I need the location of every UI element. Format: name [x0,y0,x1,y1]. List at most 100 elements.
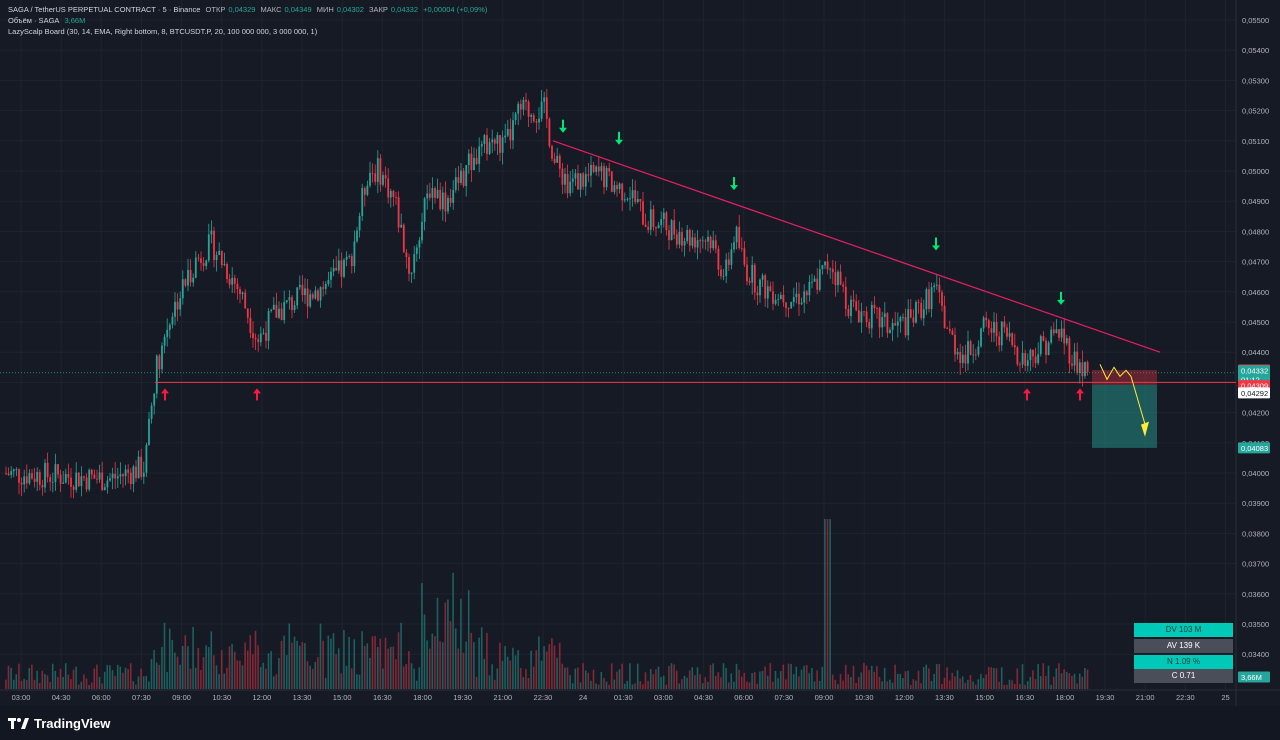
volume-bar [75,666,77,689]
candle-body [504,135,507,138]
volume-bar [748,682,751,689]
volume-bar [605,681,608,689]
candle-body [241,292,244,294]
candle-body [1032,349,1034,357]
candle-body [647,227,650,230]
volume-bar [161,646,163,689]
volume-bar [1013,683,1016,689]
volume-bar [252,654,254,689]
candle-body [259,333,262,343]
volume-bar [850,677,852,689]
candle-body [1037,354,1040,364]
volume-bar [155,662,158,689]
volume-bar [350,668,353,689]
candle-body [405,252,408,258]
volume-bar [878,676,881,689]
candle-body [803,291,806,303]
candle-body [114,473,117,479]
volume-bar [343,630,345,689]
candle-body [285,300,288,303]
volume-bar [1037,663,1039,689]
volume-bar [1047,665,1050,689]
volume-bar [569,674,571,689]
volume-bar [1000,667,1003,689]
volume-bar [25,679,28,689]
price-axis-label: 0,04900 [1242,197,1269,206]
volume-bar [870,665,873,689]
volume-bar [660,677,662,689]
candle-body [613,185,616,192]
indicator-header[interactable]: LazyScalp Board (30, 14, EMA, Right bott… [8,27,320,36]
candle-body [590,164,592,176]
volume-bar [675,670,678,689]
volume-bar [753,672,756,689]
candle-body [522,99,525,110]
candle-body [946,328,949,329]
candle-body [426,193,429,199]
volume-bar [1024,684,1026,689]
candle-body [925,289,928,310]
volume-bar [192,626,194,689]
volume-bar [1034,679,1037,689]
volume-bar [187,646,189,689]
volume-bar [226,667,228,689]
candle-body [678,232,681,245]
volume-bar [23,678,25,689]
down-arrow-icon [730,177,738,191]
volume-bar [254,630,257,689]
volume-bar [70,679,72,689]
time-axis-label: 16:30 [1015,693,1034,702]
candle-body [361,188,364,217]
volume-bar [860,672,863,689]
close-label: ЗАКР [369,5,388,14]
candle-body [764,275,767,299]
volume-bar [413,668,415,689]
volume-bar [777,678,779,689]
candle-body [64,474,67,483]
candle-body [904,316,907,336]
volume-bar [410,663,413,689]
candle-body [77,472,80,487]
volume-bar [668,666,670,689]
volume-bar [571,683,574,689]
volume-bar [449,621,452,689]
candle-body [631,190,634,199]
volume-bar [467,590,470,689]
tradingview-logo[interactable]: TradingView [8,716,110,731]
candle-body [753,264,756,293]
candle-body [397,197,400,228]
volume-bar [795,666,798,689]
volume-bar [171,640,174,689]
candle-body [865,311,868,323]
candle-body [431,188,434,198]
volume-bar [626,680,629,689]
volume-bar [792,674,795,689]
candle-body [608,168,611,172]
volume-bar [631,684,634,689]
candle-body [587,174,590,176]
candle-body [395,196,397,198]
candle-body [176,301,179,310]
volume-bar [98,677,101,689]
candle-body [493,139,496,144]
candle-body [187,269,189,286]
candle-body [506,128,509,136]
time-axis-label: 18:00 [1056,693,1075,702]
candle-body [62,482,65,484]
candle-body [496,135,499,144]
time-axis-label: 22:30 [1176,693,1195,702]
candle-body [353,241,356,267]
candle-body [683,241,686,246]
volume-bar [857,676,860,689]
candle-body [787,308,790,309]
volume-bar [504,646,506,689]
volume-bar [928,668,930,689]
volume-bars [5,519,1089,689]
candle-body [239,289,241,294]
volume-header[interactable]: Объём · SAGA 3,66M [8,16,88,25]
volume-bar [930,680,933,689]
price-axis-label: 0,05500 [1242,16,1269,25]
volume-bar [722,663,725,689]
candle-body [748,281,751,283]
